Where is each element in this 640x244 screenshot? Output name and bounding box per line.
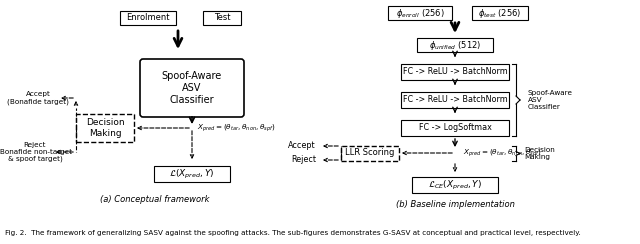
Text: Decision
Making: Decision Making bbox=[524, 147, 555, 160]
Bar bbox=[154, 166, 230, 182]
Bar bbox=[120, 11, 176, 25]
Text: LLR Scoring: LLR Scoring bbox=[346, 149, 395, 157]
Bar bbox=[401, 120, 509, 136]
Text: Spoof-Aware
ASV
Classifier: Spoof-Aware ASV Classifier bbox=[162, 71, 222, 105]
Text: $X_{pred}=(\theta_{tar},\theta_{non},\theta_{spf})$: $X_{pred}=(\theta_{tar},\theta_{non},\th… bbox=[463, 147, 542, 159]
Text: $\phi_{unified}$ (512): $\phi_{unified}$ (512) bbox=[429, 39, 481, 51]
Bar bbox=[388, 6, 452, 20]
Text: $\phi_{test}$ (256): $\phi_{test}$ (256) bbox=[478, 7, 522, 20]
Bar bbox=[341, 145, 399, 161]
Text: (b) Baseline implementation: (b) Baseline implementation bbox=[396, 201, 515, 210]
Text: Reject: Reject bbox=[291, 155, 316, 164]
Bar bbox=[412, 177, 498, 193]
Text: (a) Conceptual framework: (a) Conceptual framework bbox=[100, 195, 210, 204]
Text: Decision
Making: Decision Making bbox=[86, 118, 124, 138]
Text: FC -> ReLU -> BatchNorm: FC -> ReLU -> BatchNorm bbox=[403, 68, 508, 77]
Text: Reject
(Bonafide non-target
& spoof target): Reject (Bonafide non-target & spoof targ… bbox=[0, 142, 72, 163]
Text: Test: Test bbox=[214, 13, 230, 22]
Text: Fig. 2.  The framework of generalizing SASV against the spoofing attacks. The su: Fig. 2. The framework of generalizing SA… bbox=[5, 230, 580, 236]
Bar bbox=[76, 114, 134, 142]
Text: Accept: Accept bbox=[289, 142, 316, 151]
Text: Enrolment: Enrolment bbox=[126, 13, 170, 22]
Text: $\mathcal{L}_{CE}(X_{pred},Y)$: $\mathcal{L}_{CE}(X_{pred},Y)$ bbox=[428, 178, 482, 192]
Text: FC -> LogSoftmax: FC -> LogSoftmax bbox=[419, 123, 492, 132]
Bar bbox=[417, 38, 493, 52]
Bar bbox=[401, 64, 509, 80]
Text: Spoof-Aware
ASV
Classifier: Spoof-Aware ASV Classifier bbox=[528, 90, 573, 110]
Bar bbox=[472, 6, 528, 20]
Bar bbox=[203, 11, 241, 25]
Text: $\mathcal{L}(X_{pred},Y)$: $\mathcal{L}(X_{pred},Y)$ bbox=[169, 167, 215, 181]
Text: $\phi_{enroll}$ (256): $\phi_{enroll}$ (256) bbox=[396, 7, 444, 20]
Text: Accept
(Bonafide target): Accept (Bonafide target) bbox=[7, 91, 69, 105]
Text: FC -> ReLU -> BatchNorm: FC -> ReLU -> BatchNorm bbox=[403, 95, 508, 104]
Bar bbox=[401, 92, 509, 108]
FancyBboxPatch shape bbox=[140, 59, 244, 117]
Text: $X_{pred}=(\theta_{tar},\theta_{non},\theta_{spf})$: $X_{pred}=(\theta_{tar},\theta_{non},\th… bbox=[197, 122, 276, 134]
